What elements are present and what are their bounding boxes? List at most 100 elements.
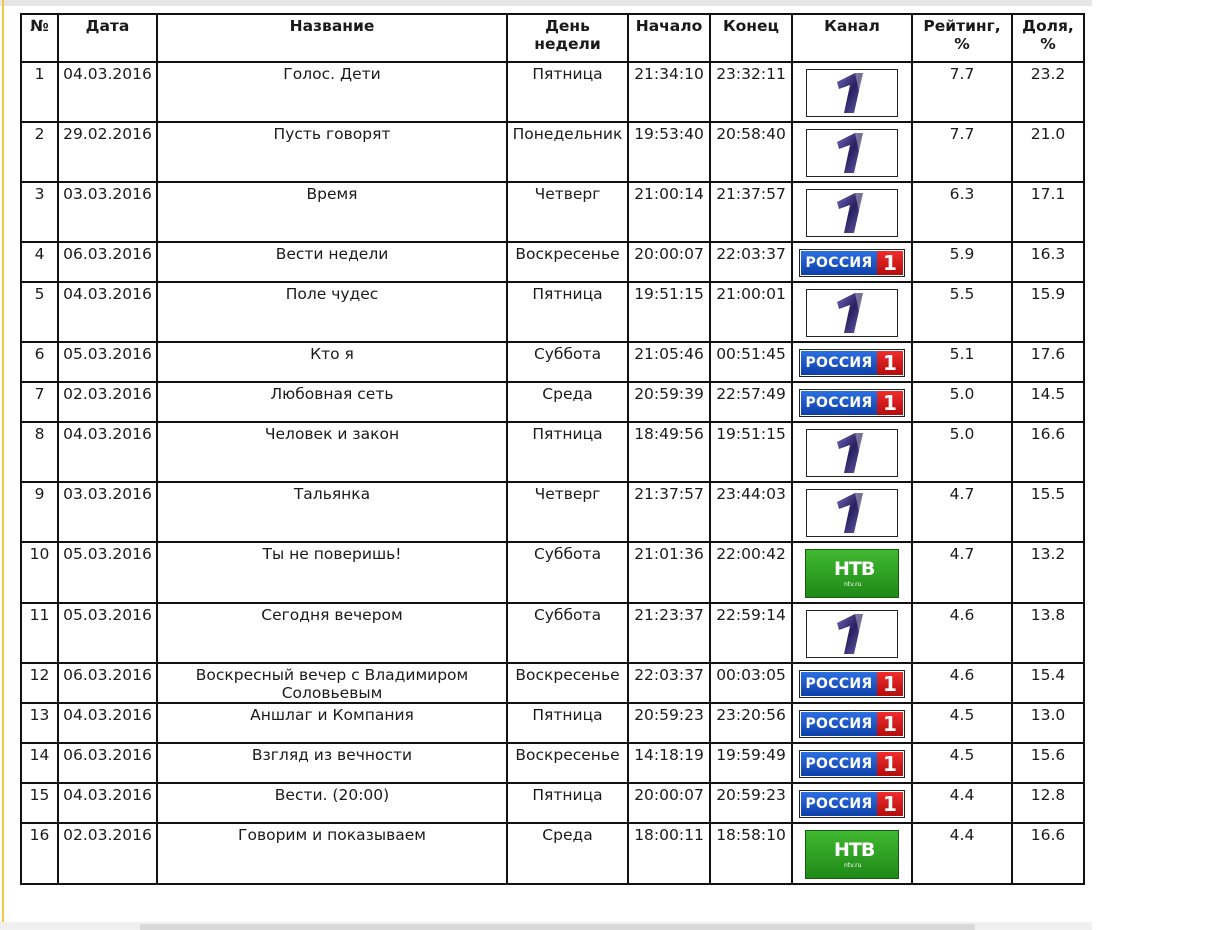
horizontal-scrollbar[interactable]	[140, 924, 975, 930]
cell-title: Ты не поверишь!	[156, 541, 508, 604]
table-header-row: № Дата Название День недели Начало Конец…	[20, 13, 1085, 63]
cell-weekday: Воскресенье	[506, 662, 629, 704]
cell-share: 15.6	[1011, 742, 1085, 784]
cell-end: 23:32:11	[709, 61, 793, 123]
cell-share: 16.6	[1011, 822, 1085, 885]
perviy-kanal-logo	[806, 610, 898, 658]
cell-channel: РОССИЯ 1	[791, 782, 913, 824]
cell-num: 5	[20, 281, 59, 343]
cell-weekday: Пятница	[506, 702, 629, 744]
cell-title: Воскресный вечер с Владимиром Соловьевым	[156, 662, 508, 704]
cell-rating: 5.0	[911, 381, 1013, 423]
cell-end: 22:03:37	[709, 241, 793, 283]
cell-date: 05.03.2016	[57, 341, 158, 383]
cell-channel: РОССИЯ 1	[791, 742, 913, 784]
cell-num: 2	[20, 121, 59, 183]
header-rating: Рейтинг, %	[911, 13, 1013, 63]
cell-weekday: Среда	[506, 822, 629, 885]
cell-title: Кто я	[156, 341, 508, 383]
cell-rating: 4.7	[911, 541, 1013, 604]
table-row: 3 03.03.2016 Время Четверг 21:00:14 21:3…	[20, 181, 1085, 243]
cell-title: Взгляд из вечности	[156, 742, 508, 784]
cell-share: 17.6	[1011, 341, 1085, 383]
cell-num: 16	[20, 822, 59, 885]
cell-rating: 7.7	[911, 61, 1013, 123]
cell-date: 05.03.2016	[57, 541, 158, 604]
cell-end: 19:59:49	[709, 742, 793, 784]
table-row: 4 06.03.2016 Вести недели Воскресенье 20…	[20, 241, 1085, 283]
cell-rating: 5.9	[911, 241, 1013, 283]
cell-share: 14.5	[1011, 381, 1085, 423]
cell-channel: РОССИЯ 1	[791, 341, 913, 383]
table-row: 7 02.03.2016 Любовная сеть Среда 20:59:3…	[20, 381, 1085, 423]
cell-num: 13	[20, 702, 59, 744]
cell-title: Пусть говорят	[156, 121, 508, 183]
cell-weekday: Суббота	[506, 541, 629, 604]
cell-weekday: Среда	[506, 381, 629, 423]
table-row: 11 05.03.2016 Сегодня вечером Суббота 21…	[20, 602, 1085, 664]
cell-channel	[791, 281, 913, 343]
cell-rating: 4.5	[911, 742, 1013, 784]
cell-rating: 6.3	[911, 181, 1013, 243]
cell-share: 13.8	[1011, 602, 1085, 664]
cell-start: 20:00:07	[627, 241, 711, 283]
cell-start: 21:23:37	[627, 602, 711, 664]
cell-weekday: Суббота	[506, 341, 629, 383]
cell-channel: РОССИЯ 1	[791, 662, 913, 704]
cell-date: 04.03.2016	[57, 421, 158, 483]
cell-num: 9	[20, 481, 59, 543]
cell-channel	[791, 602, 913, 664]
cell-num: 6	[20, 341, 59, 383]
cell-share: 16.3	[1011, 241, 1085, 283]
cell-date: 02.03.2016	[57, 381, 158, 423]
table-row: 10 05.03.2016 Ты не поверишь! Суббота 21…	[20, 541, 1085, 604]
table-row: 1 04.03.2016 Голос. Дети Пятница 21:34:1…	[20, 61, 1085, 123]
table-row: 6 05.03.2016 Кто я Суббота 21:05:46 00:5…	[20, 341, 1085, 383]
cell-end: 23:44:03	[709, 481, 793, 543]
cell-end: 19:51:15	[709, 421, 793, 483]
cell-title: Время	[156, 181, 508, 243]
cell-share: 12.8	[1011, 782, 1085, 824]
cell-start: 21:01:36	[627, 541, 711, 604]
table-row: 15 04.03.2016 Вести. (20:00) Пятница 20:…	[20, 782, 1085, 824]
cell-start: 19:51:15	[627, 281, 711, 343]
ntv-logo: НТВ ntv.ru	[805, 830, 899, 879]
cell-date: 06.03.2016	[57, 662, 158, 704]
perviy-kanal-logo	[806, 129, 898, 177]
rossiya-1-logo: РОССИЯ 1	[799, 750, 905, 778]
cell-num: 8	[20, 421, 59, 483]
cell-channel	[791, 421, 913, 483]
cell-title: Вести недели	[156, 241, 508, 283]
table-row: 12 06.03.2016 Воскресный вечер с Владими…	[20, 662, 1085, 704]
rossiya-1-logo: РОССИЯ 1	[799, 389, 905, 417]
cell-rating: 5.1	[911, 341, 1013, 383]
table-row: 8 04.03.2016 Человек и закон Пятница 18:…	[20, 421, 1085, 483]
cell-end: 22:57:49	[709, 381, 793, 423]
cell-title: Поле чудес	[156, 281, 508, 343]
cell-num: 12	[20, 662, 59, 704]
table-row: 2 29.02.2016 Пусть говорят Понедельник 1…	[20, 121, 1085, 183]
cell-start: 21:00:14	[627, 181, 711, 243]
cell-rating: 4.6	[911, 662, 1013, 704]
cell-start: 14:18:19	[627, 742, 711, 784]
cell-date: 04.03.2016	[57, 702, 158, 744]
cell-start: 21:05:46	[627, 341, 711, 383]
cell-weekday: Воскресенье	[506, 241, 629, 283]
cell-channel	[791, 481, 913, 543]
cell-share: 17.1	[1011, 181, 1085, 243]
cell-channel: РОССИЯ 1	[791, 702, 913, 744]
cell-rating: 4.6	[911, 602, 1013, 664]
cell-share: 23.2	[1011, 61, 1085, 123]
cell-date: 06.03.2016	[57, 241, 158, 283]
cell-channel: РОССИЯ 1	[791, 241, 913, 283]
cell-rating: 4.4	[911, 822, 1013, 885]
rossiya-1-logo: РОССИЯ 1	[799, 710, 905, 738]
cell-title: Сегодня вечером	[156, 602, 508, 664]
cell-end: 00:51:45	[709, 341, 793, 383]
cell-title: Голос. Дети	[156, 61, 508, 123]
cell-rating: 4.5	[911, 702, 1013, 744]
ratings-table: № Дата Название День недели Начало Конец…	[20, 13, 1085, 885]
cell-rating: 5.0	[911, 421, 1013, 483]
cell-rating: 4.4	[911, 782, 1013, 824]
cell-start: 21:34:10	[627, 61, 711, 123]
